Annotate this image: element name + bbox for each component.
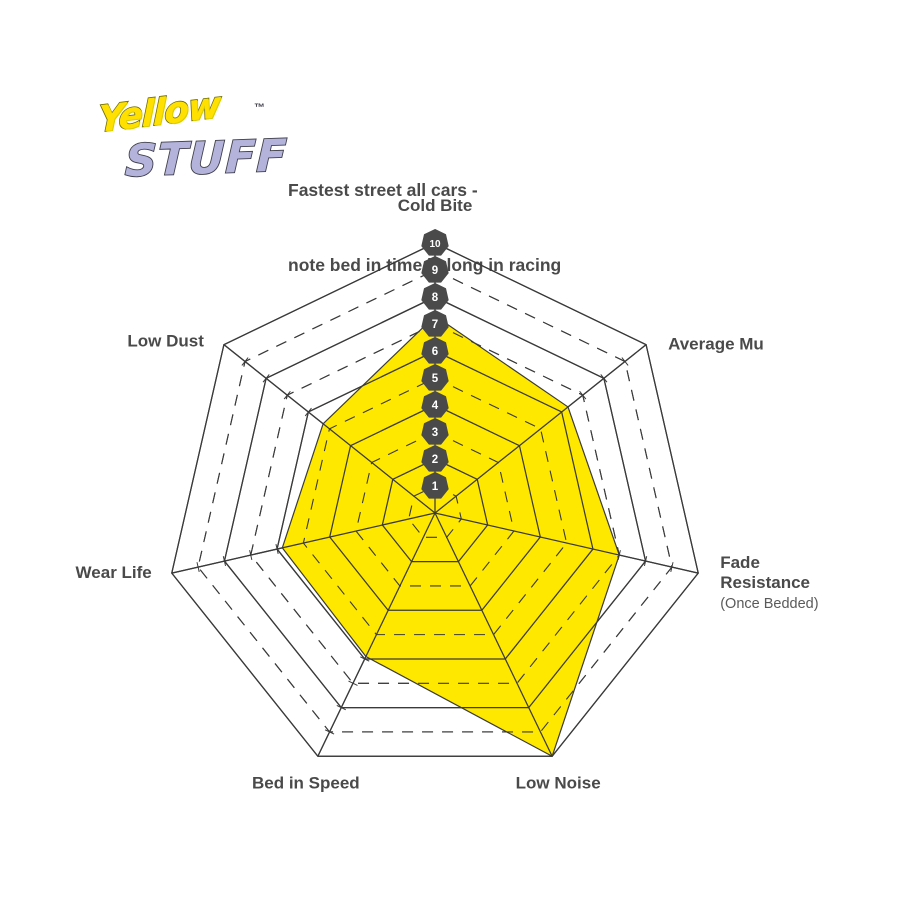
grid-ring-overlay-3 bbox=[355, 431, 515, 587]
scale-badges: 1 2 3 4 5 6 7 8 9 10 bbox=[421, 228, 449, 499]
scale-badge-8 bbox=[421, 282, 449, 310]
grid-rings-overlay bbox=[171, 242, 699, 757]
scale-badge-10 bbox=[421, 228, 449, 256]
axis-label-cold-bite: Cold Bite bbox=[398, 196, 473, 215]
grid-ring-overlay-9 bbox=[197, 269, 673, 733]
scale-badge-label-1: 1 bbox=[432, 481, 439, 493]
headline-line-1: Fastest street all cars - bbox=[288, 180, 478, 200]
scale-badge-1 bbox=[421, 471, 449, 499]
scale-badge-4 bbox=[421, 390, 449, 418]
axis-label-low-noise: Low Noise bbox=[516, 773, 601, 792]
axis-label-average-mu: Average Mu bbox=[668, 335, 764, 354]
scale-badge-label-5: 5 bbox=[432, 373, 439, 385]
scale-badge-7 bbox=[421, 309, 449, 337]
scale-badge-label-10: 10 bbox=[429, 239, 441, 250]
headline-line-2: note bed in time is long in racing bbox=[288, 255, 562, 275]
axis-label-wear-life: Wear Life bbox=[76, 563, 152, 582]
axis-spoke-overlay-2 bbox=[434, 512, 699, 574]
grid-ring-overlay-2 bbox=[381, 458, 489, 563]
scale-badge-9 bbox=[421, 255, 449, 283]
scale-badge-5 bbox=[421, 363, 449, 391]
scale-badge-label-4: 4 bbox=[432, 400, 439, 412]
grid-ring-overlay-5 bbox=[302, 377, 568, 636]
scale-badge-6 bbox=[421, 336, 449, 364]
scale-badge-label-9: 9 bbox=[432, 265, 438, 277]
axis-label-low-dust: Low Dust bbox=[127, 332, 204, 351]
scale-badge-2 bbox=[421, 444, 449, 472]
scale-badge-3 bbox=[421, 417, 449, 445]
yellowstuff-logo: Yellow STUFF ™ bbox=[97, 84, 289, 188]
scale-badge-label-3: 3 bbox=[432, 427, 438, 439]
scale-badge-label-7: 7 bbox=[432, 319, 438, 331]
header: Yellow STUFF ™ Fastest street all cars -… bbox=[0, 0, 900, 275]
axis-sublabel-fade-resistance: (Once Bedded) bbox=[720, 596, 818, 612]
scale-badge-label-2: 2 bbox=[432, 454, 438, 466]
grid-ring-overlay-8 bbox=[223, 296, 647, 709]
grid-ring-overlay-1 bbox=[408, 485, 462, 538]
axis-label-fade-resistance: Fade bbox=[720, 553, 760, 572]
headline: Fastest street all cars - note bed in ti… bbox=[288, 128, 561, 328]
scale-badge-label-6: 6 bbox=[432, 346, 438, 358]
grid-ring-overlay-6 bbox=[276, 350, 594, 660]
trademark-icon: ™ bbox=[254, 102, 265, 114]
grid-ring-overlay-10 bbox=[171, 242, 699, 757]
axis-label-bed-in-speed: Bed in Speed bbox=[252, 773, 360, 792]
axis-spoke-overlay-1 bbox=[434, 344, 647, 514]
axis-spoke-overlay-3 bbox=[434, 512, 553, 757]
axis-label-fade-resistance: Resistance bbox=[720, 573, 810, 592]
grid-ring-overlay-4 bbox=[329, 404, 541, 611]
scale-badge-label-8: 8 bbox=[432, 292, 439, 304]
